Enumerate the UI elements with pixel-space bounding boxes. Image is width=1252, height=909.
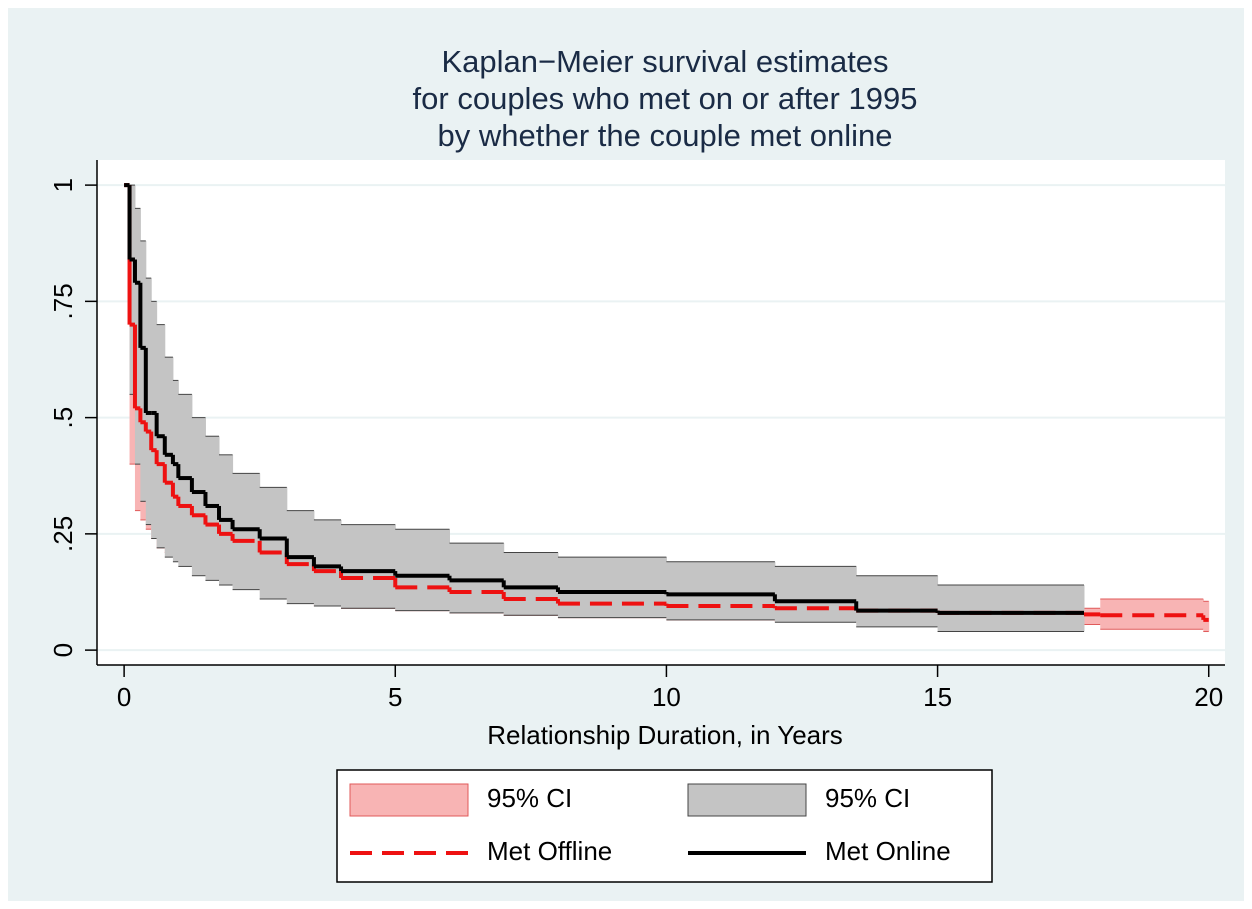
legend-label: 95% CI <box>825 783 910 813</box>
x-tick-label: 15 <box>923 682 952 712</box>
x-tick-label: 0 <box>117 682 131 712</box>
ci-band <box>1203 601 1210 632</box>
ci-band <box>774 566 857 623</box>
y-tick-label: .25 <box>48 516 78 552</box>
ci-band <box>937 585 1085 632</box>
x-axis-label: Relationship Duration, in Years <box>487 720 843 750</box>
legend-swatch <box>687 783 807 817</box>
ci-band <box>856 575 939 627</box>
legend-swatch <box>349 783 469 817</box>
ci-band <box>557 557 667 618</box>
ci-band <box>666 561 776 620</box>
x-tick-label: 20 <box>1194 682 1223 712</box>
chart-title: Kaplan−Meier survival estimates <box>441 44 888 79</box>
y-tick-label: .5 <box>48 407 78 429</box>
ci-band <box>151 301 158 539</box>
ci-band <box>205 436 220 581</box>
ci-band <box>341 524 396 609</box>
ci-band <box>259 487 288 599</box>
legend-label: Met Online <box>825 836 951 866</box>
ci-band <box>191 417 206 576</box>
ci-band <box>145 278 152 525</box>
ci-band <box>313 519 342 606</box>
ci-band <box>172 380 179 562</box>
legend-label: Met Offline <box>487 836 612 866</box>
ci-band <box>178 394 193 567</box>
ci-band <box>1084 608 1101 625</box>
ci-band <box>395 529 450 611</box>
ci-band <box>449 543 505 613</box>
chart-title: for couples who met on or after 1995 <box>413 81 918 116</box>
ci-band <box>232 473 261 590</box>
y-tick-label: 0 <box>48 643 78 657</box>
ci-band <box>164 357 174 558</box>
ci-band <box>129 185 136 395</box>
y-tick-label: 1 <box>48 178 78 192</box>
chart-title: by whether the couple met online <box>438 118 893 153</box>
ci-band <box>140 240 147 502</box>
legend-label: 95% CI <box>487 783 572 813</box>
x-tick-label: 10 <box>652 682 681 712</box>
y-tick-label: .75 <box>48 283 78 319</box>
ci-band <box>503 552 559 616</box>
x-tick-label: 5 <box>388 682 402 712</box>
ci-band <box>134 208 141 465</box>
plot-marks <box>124 183 1210 633</box>
